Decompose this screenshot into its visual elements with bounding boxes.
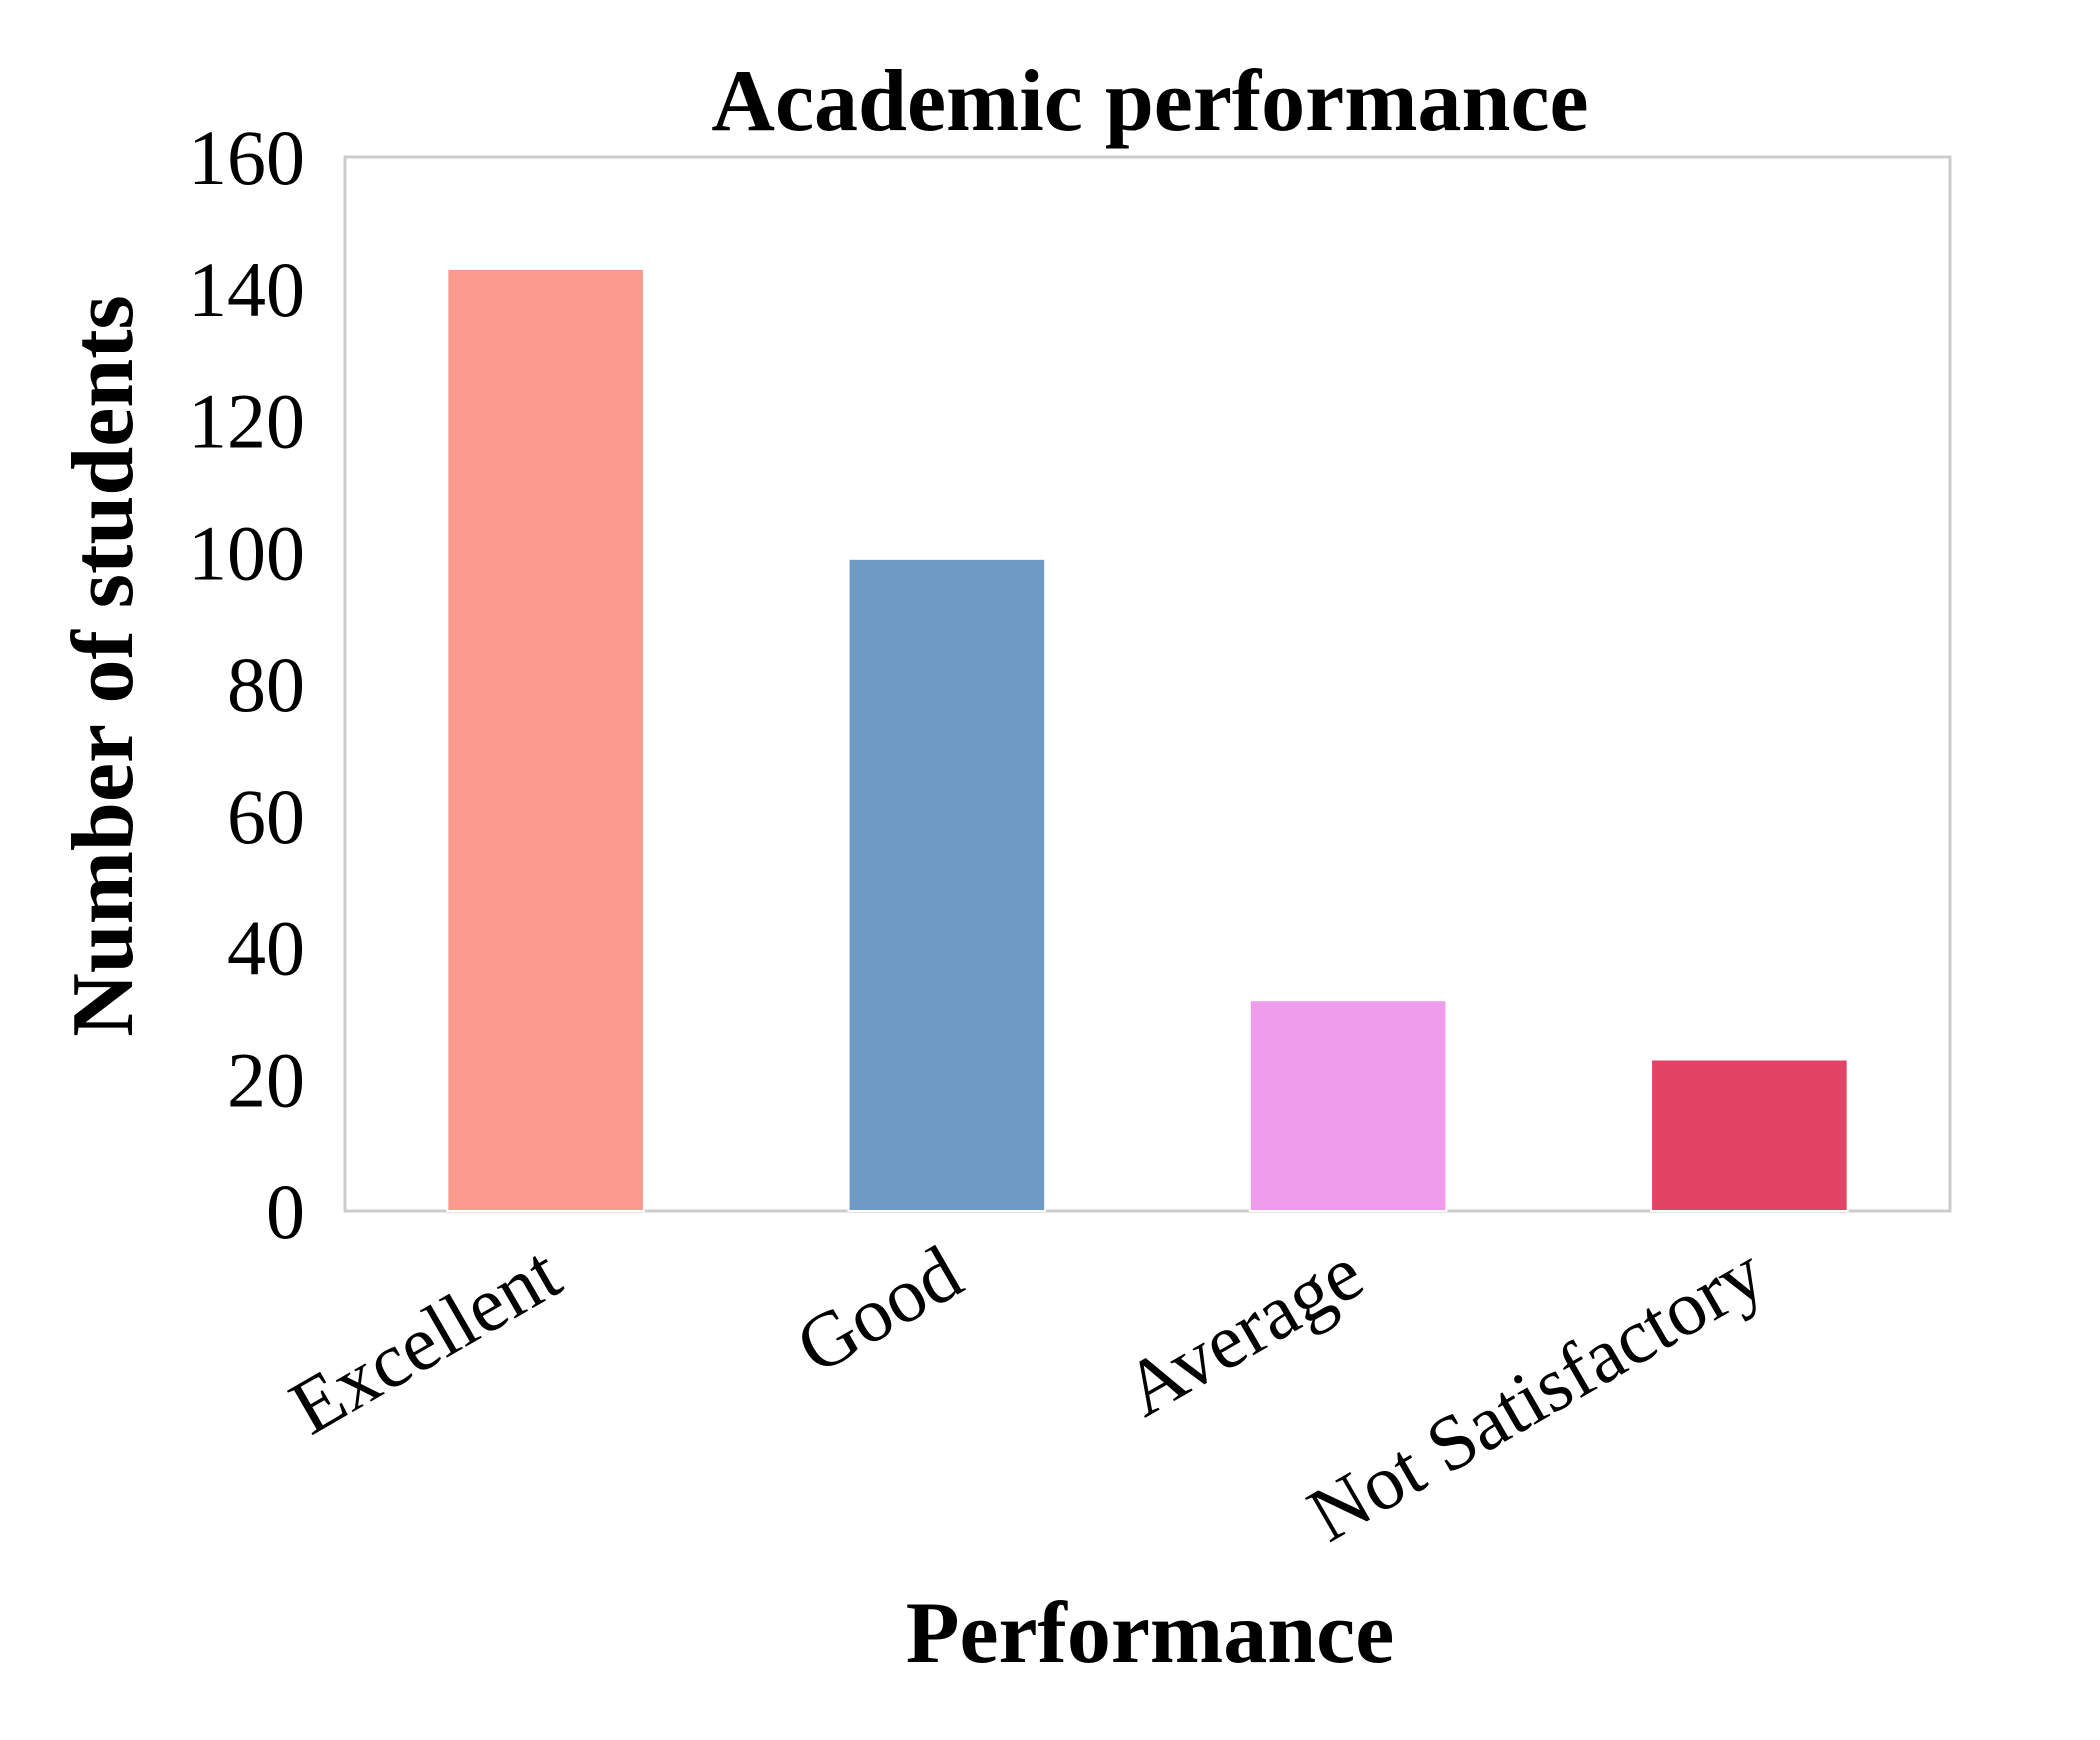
x-tick-label: Not Satisfactory (1294, 1228, 1778, 1558)
bar-not-satisfactory (1650, 1058, 1849, 1213)
x-axis-label: Performance (906, 1585, 1395, 1682)
x-tick-label: Excellent (276, 1228, 575, 1451)
y-tick-label: 140 (188, 246, 305, 333)
x-tick-label: Good (782, 1228, 976, 1390)
x-tick-label: Average (1109, 1228, 1376, 1433)
plot-frame (343, 155, 1952, 1213)
chart-title: Academic performance (711, 53, 1588, 150)
y-tick-label: 40 (227, 905, 305, 992)
y-tick-label: 160 (188, 114, 305, 201)
y-tick-label: 100 (188, 509, 305, 596)
plot-area: 0 20 40 60 80 100 120 140 160 Excellent Good Averag… (188, 114, 1952, 1558)
y-tick-label: 0 (266, 1168, 305, 1255)
y-axis-label: Number of students (55, 295, 152, 1037)
y-tick-label: 20 (227, 1036, 305, 1123)
y-tick-label: 60 (227, 773, 305, 860)
bar-excellent (446, 267, 645, 1212)
bar-good (847, 557, 1047, 1212)
y-tick-label: 120 (188, 378, 305, 465)
y-tick-label: 80 (227, 641, 305, 728)
bar-average (1248, 999, 1448, 1213)
